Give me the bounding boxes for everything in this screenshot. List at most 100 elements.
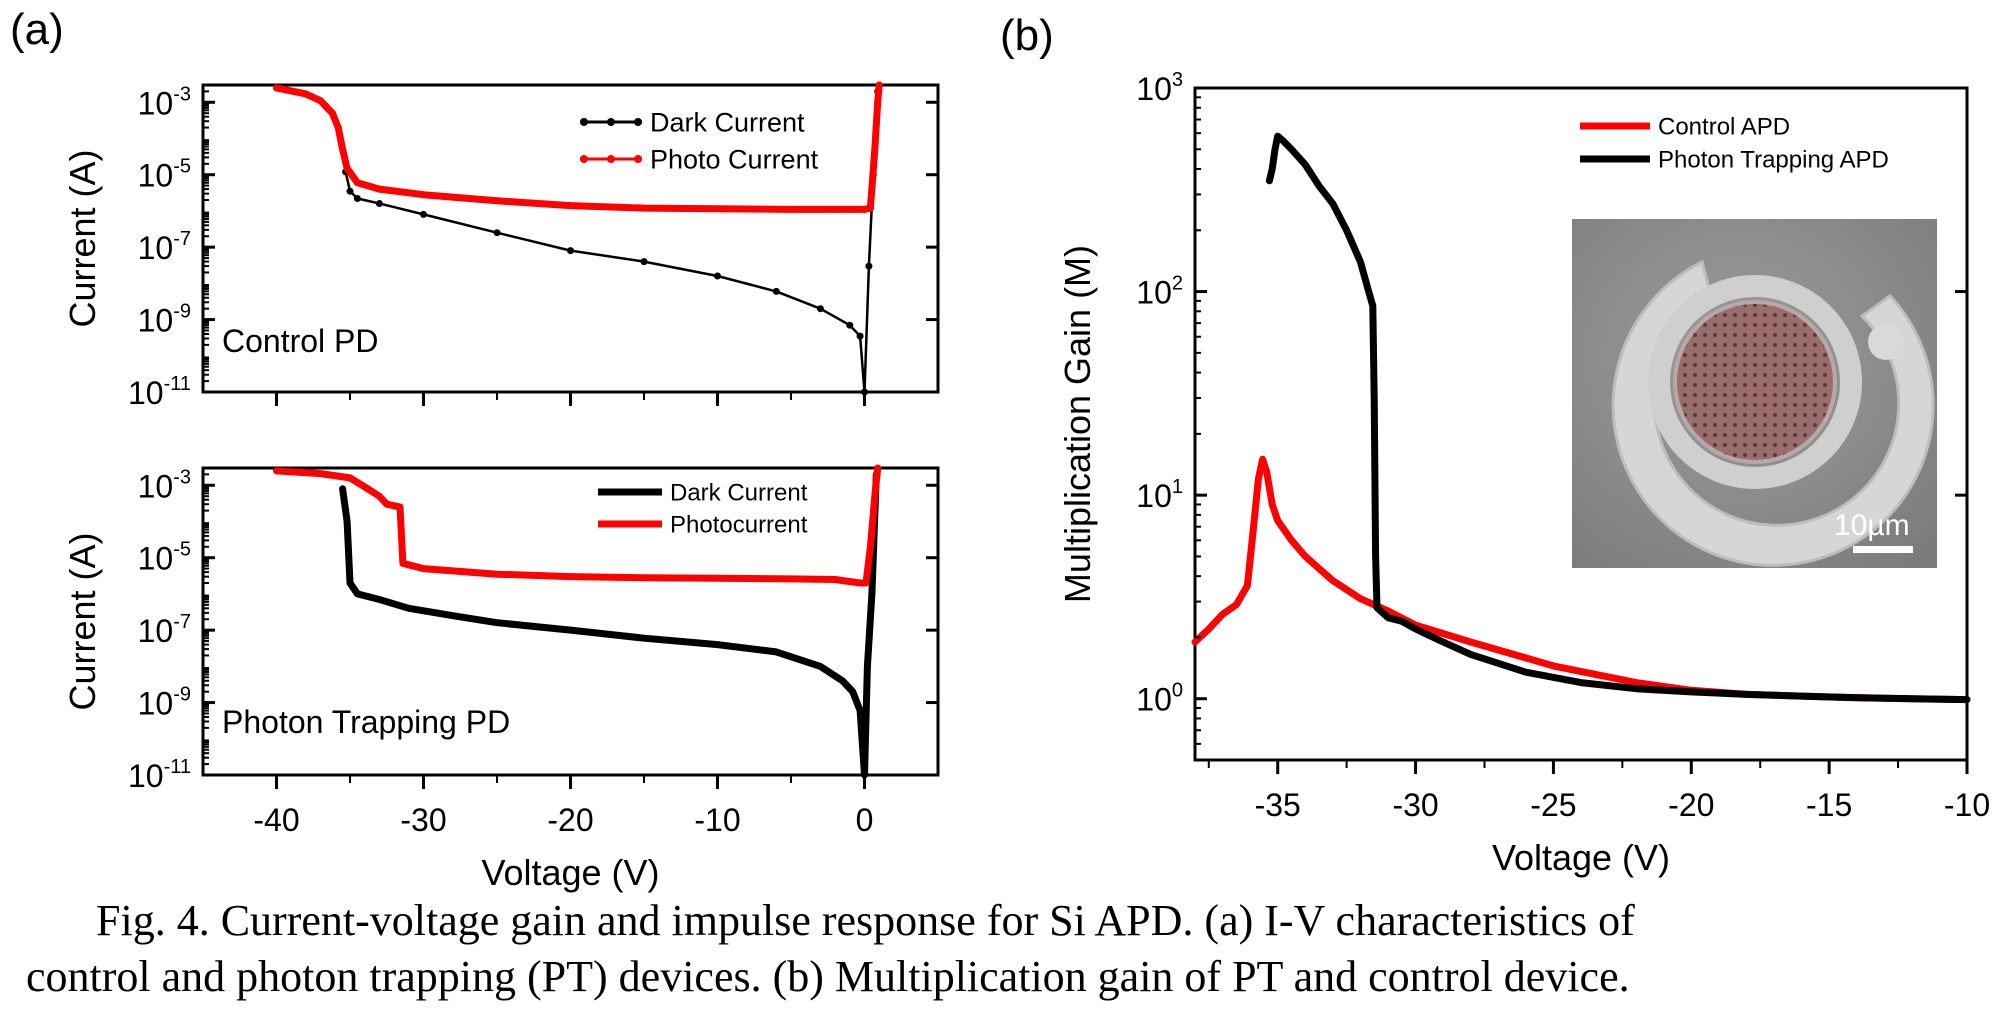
series-point (640, 258, 648, 266)
series-line-0 (339, 470, 880, 779)
x-tick-label: -35 (1255, 787, 1301, 823)
legend-marker (634, 155, 642, 163)
series-point (493, 197, 501, 205)
y-axis-label: Current (A) (62, 149, 103, 327)
y-tick-label: 10-7 (138, 611, 191, 649)
x-tick-label: -25 (1530, 787, 1576, 823)
series-point (420, 210, 427, 218)
x-axis-label: Voltage (V) (481, 852, 659, 893)
y-tick-base: 10 (138, 158, 174, 194)
y-tick-exp: -7 (173, 611, 191, 633)
series-point (874, 98, 882, 106)
series-point (273, 84, 280, 92)
series-point (861, 205, 868, 213)
series-point (787, 205, 795, 213)
x-tick-label: -10 (1944, 787, 1990, 823)
legend-label: Dark Current (670, 480, 808, 507)
inset-inner-ring (1648, 275, 1862, 489)
inset-outer-ring (1611, 259, 1935, 567)
y-tick-exp: -5 (173, 156, 191, 178)
y-tick-exp: 0 (1172, 680, 1183, 702)
legend-label: Photocurrent (670, 512, 808, 539)
legend-marker (607, 155, 615, 163)
legend-marker (580, 118, 588, 126)
y-tick-label: 103 (1136, 69, 1183, 107)
y-tick-base: 10 (138, 686, 174, 722)
legend-marker (634, 118, 642, 126)
legend-label: Photo Current (650, 145, 819, 175)
y-tick-exp: -3 (173, 83, 191, 105)
panel-label-a: (a) (10, 5, 64, 54)
y-tick-base: 10 (1136, 682, 1172, 718)
y-axis-label: Current (A) (62, 532, 103, 710)
chart-photon-trapping-pd: 10-310-510-710-910-11-40 -30 -20 -10 0Curren… (62, 464, 940, 893)
y-tick-label: 10-3 (138, 466, 191, 504)
series-point (856, 332, 864, 340)
series-point (343, 164, 351, 172)
x-tick-label: -20 (1668, 787, 1714, 823)
x-tick-label: -30 (1392, 787, 1438, 823)
y-tick-label: 10-11 (128, 373, 191, 411)
caption-line-1: Fig. 4. Current-voltage gain and impulse… (96, 896, 1635, 945)
series-point (871, 145, 879, 153)
series-point (567, 247, 574, 255)
y-tick-base: 10 (1136, 71, 1172, 107)
series-point (846, 321, 854, 329)
series-line-1 (273, 464, 882, 587)
plot-frame (1193, 86, 1969, 762)
series-point (714, 272, 721, 280)
y-axis-label: Multiplication Gain (M) (1057, 245, 1098, 603)
y-tick-exp: 3 (1172, 69, 1183, 91)
y-tick-base: 10 (138, 613, 174, 649)
y-tick-base: 10 (138, 541, 174, 577)
y-tick-label: 100 (1136, 680, 1183, 718)
caption-line-2: control and photon trapping (PT) devices… (26, 952, 1630, 1001)
y-tick-label: 102 (1136, 273, 1183, 311)
y-tick-base: 10 (138, 303, 174, 339)
y-tick-base: 10 (138, 468, 174, 504)
x-tick-label: -30 (400, 802, 446, 838)
series-point (346, 187, 354, 195)
series-point (714, 205, 721, 213)
legend-label: Control APD (1658, 114, 1790, 141)
y-tick-exp: -9 (173, 301, 191, 323)
x-tick-label: -20 (547, 802, 593, 838)
panel-annotation: Control PD (222, 323, 379, 359)
series-point (816, 305, 824, 313)
y-tick-label: 10-5 (138, 156, 191, 194)
series-line-1 (1265, 132, 1971, 704)
y-tick-exp: -5 (173, 539, 191, 561)
y-tick-label: 10-3 (138, 83, 191, 121)
legend-marker (580, 155, 588, 163)
series-point (353, 195, 361, 202)
series-point (334, 124, 342, 132)
y-tick-exp: -3 (173, 466, 191, 488)
legend-label: Dark Current (650, 108, 805, 138)
y-tick-exp: -9 (173, 684, 191, 706)
series-point (493, 229, 501, 237)
y-tick-label: 10-9 (138, 684, 191, 722)
series-point (640, 204, 648, 212)
y-tick-exp: 2 (1172, 273, 1183, 295)
y-tick-exp: -11 (164, 756, 191, 778)
y-tick-label: 10-9 (138, 301, 191, 339)
y-tick-label: 10-7 (138, 228, 191, 266)
series-point (420, 191, 427, 199)
legend-marker (607, 118, 615, 126)
inset-scale-label: 10µm (1834, 509, 1910, 542)
series-point (328, 109, 336, 117)
figure-caption: Fig. 4. Current-voltage gain and impulse… (0, 893, 2005, 1005)
series-point (567, 202, 574, 210)
x-axis-label: Voltage (V) (1492, 837, 1670, 878)
series-point (317, 97, 325, 105)
series-point (772, 287, 780, 295)
x-tick-label: -15 (1806, 787, 1852, 823)
y-tick-base: 10 (138, 85, 174, 121)
inset-active-area (1673, 300, 1837, 464)
legend-label: Photon Trapping APD (1658, 147, 1889, 174)
series-point (865, 262, 873, 270)
y-tick-label: 10-5 (138, 539, 191, 577)
